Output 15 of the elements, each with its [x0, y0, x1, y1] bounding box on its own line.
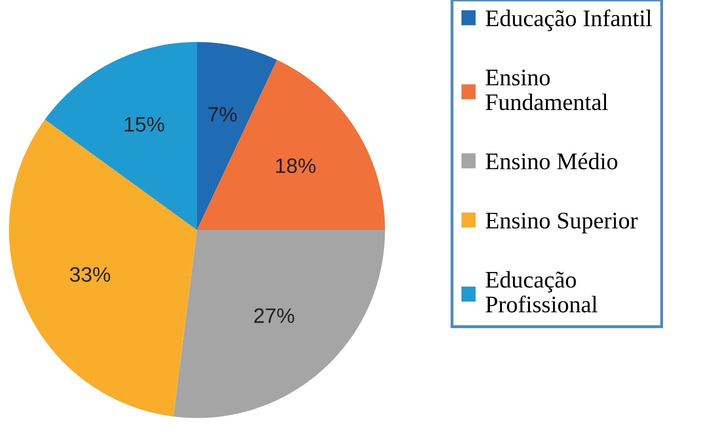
data-label: 7% [208, 107, 237, 122]
data-label: 33% [70, 267, 110, 282]
legend-label: Ensino Fundamental [486, 70, 608, 110]
legend-label: Ensino Médio [486, 152, 618, 170]
legend-label: Educação Infantil [486, 9, 652, 32]
pie-slice [9, 119, 197, 417]
pie-slice [44, 42, 197, 230]
data-label: 27% [254, 308, 294, 323]
data-label: 18% [276, 158, 316, 174]
legend-label: Ensino Superior [486, 212, 638, 234]
legend-label: Educação Profissional [486, 271, 598, 312]
pie-slice [197, 60, 385, 230]
data-label: 15% [124, 117, 164, 132]
pie-slice [173, 230, 385, 418]
pie-slice [197, 42, 278, 230]
